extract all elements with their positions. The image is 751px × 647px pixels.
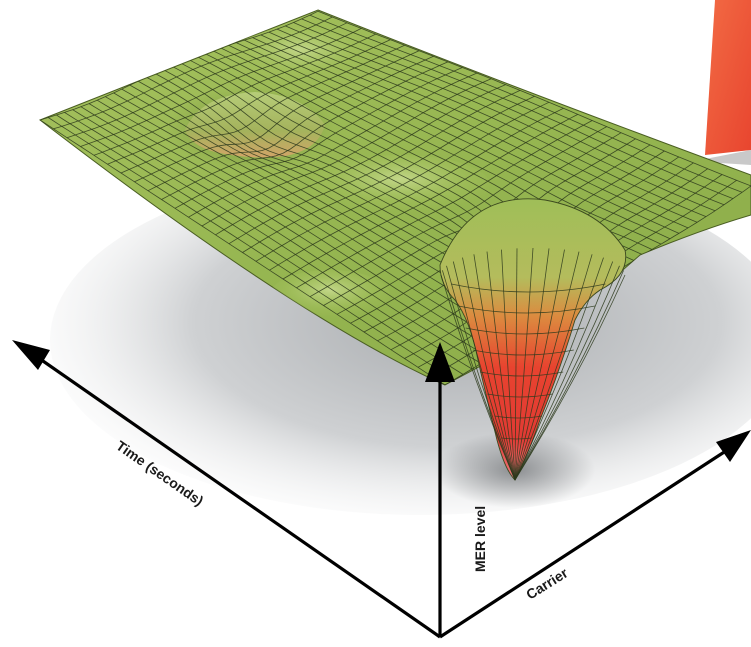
grid-line [242,95,535,253]
grid-line [514,249,565,481]
grid-line [473,254,516,481]
grid-line [174,67,463,209]
grid-line [472,349,574,356]
grid-line [93,33,376,156]
carrier-axis [439,443,736,639]
grid-line [53,16,333,130]
grid-line [107,39,391,165]
grid-line [442,270,516,481]
grid-line [514,254,593,481]
grid-line [215,84,506,236]
time-axis-arrow [12,340,50,370]
grid-line [446,265,516,481]
grid-line [228,90,521,245]
time-axis [29,350,441,639]
grid-line [451,283,606,293]
dip-deep-grid [440,247,626,481]
grid-line [282,114,578,280]
grid-line [309,126,607,298]
grid-line [80,28,362,147]
grid-line [452,261,516,481]
grid-line [201,78,492,227]
grid-line [188,72,477,218]
grid-line [480,371,564,377]
grid-line [487,393,553,398]
grid-line [458,305,595,314]
grid-line [161,61,449,200]
grid-line [501,249,516,481]
grid-line [120,44,405,174]
grid-line [269,107,564,271]
grid-line [514,248,518,481]
grid-line [147,55,434,192]
grid-line [514,251,580,481]
axes [12,340,751,639]
grid-line [465,327,585,335]
carrier-axis-arrow [716,430,751,462]
grid-line [255,101,550,262]
mer-axis-arrow [425,342,455,382]
grid-line [514,270,624,481]
grid-line [514,274,626,481]
grid-line [486,251,516,481]
grid-line [514,265,620,481]
grid-line [66,22,348,139]
dip-deep [439,198,627,481]
grid-line [514,248,550,481]
corner-shape [700,0,751,165]
grid-line [514,261,614,481]
grid-line [462,257,516,481]
grid-line [514,247,534,481]
grid-line [514,257,604,481]
grid-line [494,415,543,419]
grid-line [134,50,420,183]
grid-line [501,437,532,440]
carrier-axis-label: Carrier [523,564,571,602]
mer-axis-label: MER level [472,506,488,572]
grid-line [296,120,593,289]
